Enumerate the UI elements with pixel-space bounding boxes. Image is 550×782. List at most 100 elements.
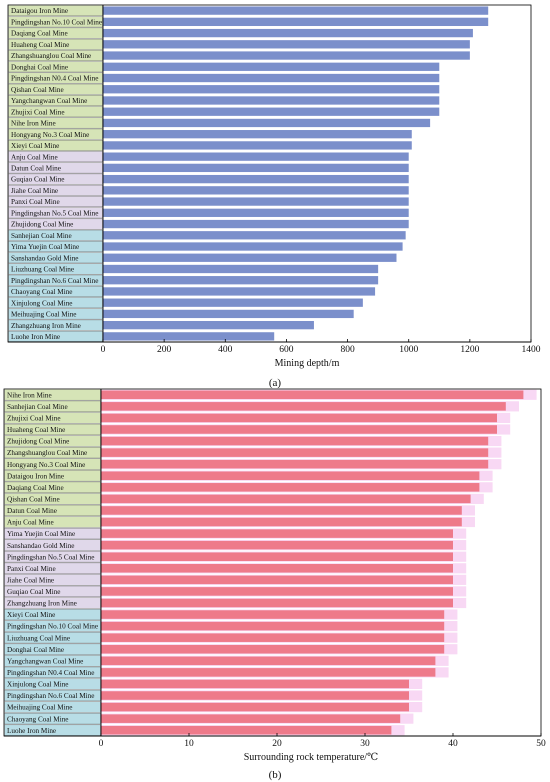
- x-tick-label-a-2: 400: [218, 345, 233, 355]
- category-cell-b-6: [4, 458, 101, 470]
- tick-label-a-24: Pingdingshan No.6 Coal Mine: [11, 277, 98, 285]
- tick-label-a-0: Dataigou Iron Mine: [11, 7, 68, 15]
- x-tick-label-a-7: 1400: [522, 345, 541, 355]
- x-tick-label-a-4: 800: [340, 345, 355, 355]
- tick-label-a-21: Yima Yuejin Coal Mine: [11, 243, 79, 251]
- plot-frame-b: [3, 388, 542, 737]
- tick-label-b-4: Zhujidong Coal Mine: [7, 438, 69, 446]
- bar-b-19: [101, 610, 445, 619]
- bar-a-3: [103, 40, 470, 49]
- category-cell-b-21: [4, 632, 101, 644]
- category-cell-a-12: [8, 139, 103, 151]
- category-cell-a-26: [8, 297, 103, 309]
- bar-b-16: [101, 575, 453, 585]
- x-axis-title-b: Surrounding rock temperature/℃: [244, 752, 378, 763]
- category-cell-b-13: [4, 539, 101, 551]
- category-cell-a-14: [8, 162, 103, 174]
- tick-label-a-27: Meihuajing Coal Mine: [11, 311, 76, 319]
- tick-label-b-29: Luohe Iron Mine: [7, 727, 56, 735]
- category-cell-a-7: [8, 83, 103, 95]
- tick-label-b-10: Datun Coal Mine: [7, 507, 57, 515]
- tick-label-a-23: Liuzhuang Coal Mine: [11, 266, 74, 274]
- category-cell-a-25: [8, 286, 103, 297]
- tick-label-b-15: Panxi Coal Mine: [7, 565, 56, 573]
- category-cell-b-1: [4, 400, 101, 412]
- tick-label-a-12: Xieyi Coal Mine: [11, 142, 59, 150]
- tick-label-b-18: Zhangzhuang Iron Mine: [7, 600, 77, 608]
- category-cell-b-8: [4, 481, 101, 493]
- bar-a-6: [103, 73, 440, 83]
- bar-a-22: [103, 253, 397, 262]
- category-cell-b-7: [4, 470, 101, 482]
- tick-label-a-22: Sanshandao Gold Mine: [11, 254, 78, 262]
- panel-a-label: (a): [269, 377, 282, 389]
- tick-label-a-2: Daqiang Coal Mine: [11, 30, 68, 38]
- tick-label-a-7: Qishan Coal Mine: [11, 86, 64, 94]
- category-cell-b-3: [4, 423, 101, 436]
- tick-label-a-5: Donghai Coal Mine: [11, 63, 68, 71]
- bar-a-21: [103, 242, 403, 251]
- tick-label-b-6: Hongyang No.3 Coal Mine: [7, 461, 85, 469]
- tick-label-b-13: Sanshandao Gold Mine: [7, 542, 74, 550]
- tick-label-b-26: Pingdingshan No.6 Coal Mine: [7, 692, 94, 700]
- bar-b-24: [101, 668, 436, 677]
- category-cell-b-10: [4, 504, 101, 517]
- x-tick-label-a-6: 1200: [460, 345, 479, 355]
- x-tick-label-b-5: 50: [536, 739, 546, 749]
- bar-a-26: [103, 298, 363, 307]
- x-tick-label-b-1: 10: [184, 739, 194, 749]
- bar-a-10: [103, 118, 431, 128]
- category-cell-b-28: [4, 713, 101, 725]
- tick-label-a-25: Chaoyang Coal Mine: [11, 288, 72, 296]
- category-cell-b-9: [4, 493, 101, 505]
- bar-a-17: [103, 197, 409, 206]
- tick-label-b-2: Zhujixi Coal Mine: [7, 415, 61, 423]
- tick-label-b-5: Zhangshuanglou Coal Mine: [7, 449, 87, 457]
- bar-a-29: [103, 332, 275, 341]
- bar-a-4: [103, 51, 470, 60]
- bar-b-26: [101, 691, 409, 700]
- category-cell-b-14: [4, 551, 101, 563]
- tick-label-b-27: Meihuajing Coal Mine: [7, 704, 72, 712]
- bar-a-13: [103, 152, 409, 161]
- category-cell-a-1: [8, 16, 103, 28]
- tick-label-b-24: Pingdingshan N0.4 Coal Mine: [7, 669, 94, 677]
- bar-a-1: [103, 17, 489, 27]
- category-cell-b-27: [4, 701, 101, 713]
- tick-label-b-20: Pingdingshan No.10 Coal Mine: [7, 623, 98, 631]
- tick-label-b-23: Yangchangwan Coal Mine: [7, 657, 83, 665]
- category-cell-b-2: [4, 412, 101, 424]
- tick-label-b-22: Donghai Coal Mine: [7, 646, 64, 654]
- chart-panel-a: Dataigou Iron Mine Pingdingshan No.10 Coa…: [7, 4, 541, 369]
- tick-label-a-26: Xinjulong Coal Mine: [11, 299, 73, 307]
- category-cell-b-23: [4, 655, 101, 667]
- category-cell-a-2: [8, 27, 103, 39]
- bar-a-5: [103, 62, 440, 71]
- tick-label-a-17: Panxi Coal Mine: [11, 198, 60, 206]
- tick-label-a-8: Yangchangwan Coal Mine: [11, 97, 87, 105]
- bar-a-20: [103, 231, 406, 240]
- tick-label-b-11: Anju Coal Mine: [7, 519, 54, 527]
- bar-b-6: [101, 459, 489, 469]
- bar-b-14: [101, 552, 453, 561]
- tick-label-a-18: Pingdingshan No.5 Coal Mine: [11, 209, 98, 217]
- bar-b-8: [101, 483, 480, 492]
- category-cell-b-18: [4, 597, 101, 609]
- bar-b-9: [101, 494, 471, 504]
- chart-panel-b: Nihe Iron Mine Sanhejian Coal Mine Zhujixi…: [3, 388, 546, 763]
- category-cell-b-24: [4, 666, 101, 678]
- bar-b-3: [101, 425, 497, 434]
- tick-label-a-3: Huaheng Coal Mine: [11, 41, 69, 49]
- category-cell-a-19: [8, 218, 103, 230]
- bar-a-19: [103, 219, 409, 229]
- category-cell-a-11: [8, 128, 103, 140]
- tick-label-a-13: Anju Coal Mine: [11, 153, 58, 161]
- bar-b-12: [101, 529, 453, 538]
- x-tick-label-a-3: 600: [279, 345, 294, 355]
- bar-a-12: [103, 141, 412, 150]
- bar-a-9: [103, 107, 440, 116]
- bar-b-27: [101, 702, 409, 712]
- category-cell-b-15: [4, 562, 101, 574]
- tick-label-b-17: Guqiao Coal Mine: [7, 588, 61, 596]
- category-cell-a-4: [8, 50, 103, 61]
